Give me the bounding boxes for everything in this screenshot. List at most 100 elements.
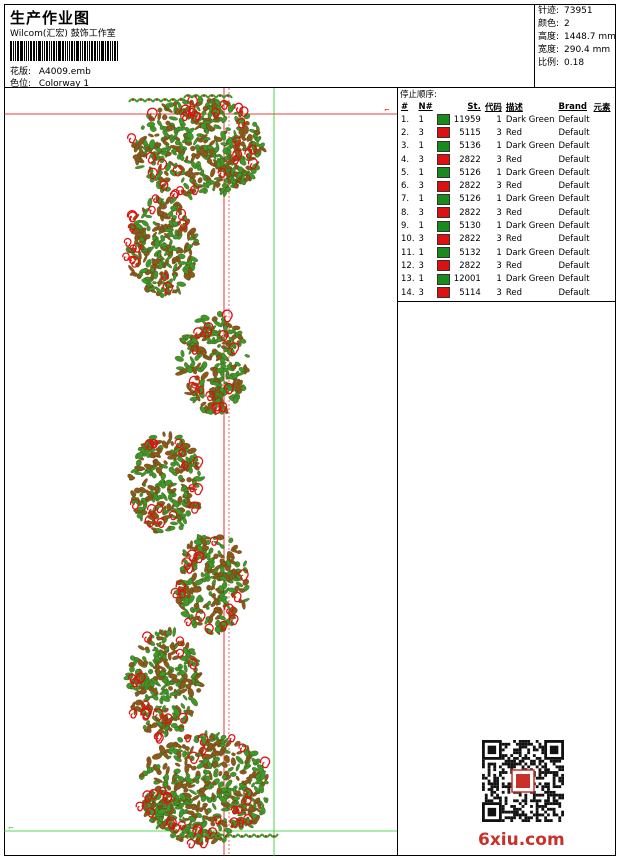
stop-row[interactable]: 4. 3 2822 3 Red Default	[399, 153, 613, 166]
lace-top-left	[128, 98, 186, 103]
row-index: 12.	[401, 260, 415, 271]
colorway-value: Colorway 1	[38, 79, 90, 89]
stop-row[interactable]: 3. 1 5136 1 Dark Green Default	[399, 140, 613, 153]
color-swatch	[436, 260, 450, 272]
color-swatch	[436, 220, 450, 232]
lace-bottom	[173, 833, 279, 838]
row-index: 9.	[401, 221, 410, 232]
col-needle: N#	[418, 101, 433, 112]
row-desc: Red	[505, 181, 522, 192]
design-value: A4009.emb	[38, 67, 91, 77]
color-swatch	[436, 247, 450, 259]
row-index: 3.	[401, 141, 410, 152]
row-element	[592, 233, 613, 246]
motif-3	[127, 431, 206, 534]
stat-colors: 颜色: 2	[538, 19, 570, 29]
col-stitches: St.	[467, 101, 481, 112]
row-brand: Default	[558, 287, 590, 298]
stop-row[interactable]: 9. 1 5130 1 Dark Green Default	[399, 219, 613, 232]
row-element	[592, 286, 613, 299]
row-brand: Default	[558, 207, 590, 218]
corner-marker-icon: ⌐	[384, 106, 390, 114]
row-code: 1	[496, 194, 502, 205]
row-swatch	[435, 140, 452, 153]
row-needle: 1	[418, 221, 424, 232]
row-index: 1.	[401, 114, 410, 125]
row-index: 8.	[401, 207, 410, 218]
color-swatch	[436, 287, 450, 298]
row-element	[592, 219, 613, 232]
row-desc: Dark Green	[505, 114, 555, 125]
row-element	[592, 113, 613, 126]
row-brand: Default	[558, 247, 590, 258]
row-stitches: 2822	[459, 207, 481, 218]
stop-row[interactable]: 11. 1 5132 1 Dark Green Default	[399, 246, 613, 259]
stop-row[interactable]: 5. 1 5126 1 Dark Green Default	[399, 166, 613, 179]
color-swatch	[436, 127, 450, 139]
row-desc: Red	[505, 234, 522, 245]
row-code: 1	[496, 141, 502, 152]
design-canvas[interactable]: ⌐ ⌐	[4, 88, 398, 856]
stop-row[interactable]: 12. 3 2822 3 Red Default	[399, 259, 613, 272]
row-stitches: 5114	[459, 287, 481, 298]
row-brand: Default	[558, 167, 590, 178]
stop-sequence-title: 停止顺序:	[400, 90, 437, 100]
motif-4	[170, 534, 250, 635]
row-stitches: 5132	[459, 247, 481, 258]
color-swatch	[436, 233, 450, 245]
header: 生产作业图 Wilcom(汇宏) 鼓饰工作室 花版: A4009.emb 色位:…	[4, 4, 616, 89]
row-stitches: 5130	[459, 221, 481, 232]
row-swatch	[435, 179, 452, 192]
row-index: 4.	[401, 154, 410, 165]
page-title: 生产作业图	[10, 9, 91, 27]
row-code: 3	[496, 260, 502, 271]
stop-row[interactable]: 2. 3 5115 3 Red Default	[399, 126, 613, 139]
row-code: 3	[496, 181, 502, 192]
row-desc: Dark Green	[505, 221, 555, 232]
row-code: 1	[496, 114, 502, 125]
row-brand: Default	[558, 260, 590, 271]
row-element	[592, 166, 613, 179]
stop-sequence-header-row: # N# St. 代码 描述 Brand 元素	[399, 100, 613, 113]
row-index: 11.	[401, 247, 415, 258]
row-desc: Dark Green	[505, 167, 555, 178]
stop-row[interactable]: 8. 3 2822 3 Red Default	[399, 206, 613, 219]
row-needle: 3	[418, 234, 424, 245]
row-needle: 3	[418, 127, 424, 138]
stop-row[interactable]: 7. 1 5126 1 Dark Green Default	[399, 193, 613, 206]
row-element	[592, 273, 613, 286]
col-brand: Brand	[558, 101, 588, 112]
row-brand: Default	[558, 114, 590, 125]
row-index: 6.	[401, 181, 410, 192]
row-swatch	[435, 273, 452, 286]
stop-row[interactable]: 10. 3 2822 3 Red Default	[399, 233, 613, 246]
col-swatch	[435, 100, 452, 113]
row-swatch	[435, 206, 452, 219]
motif-group	[122, 94, 279, 849]
color-swatch	[436, 114, 450, 126]
design-line: 花版: A4009.emb	[10, 64, 91, 77]
row-code: 1	[496, 247, 502, 258]
color-swatch	[436, 180, 450, 192]
row-element	[592, 246, 613, 259]
stat-height: 高度: 1448.7 mm	[538, 32, 616, 42]
row-brand: Default	[558, 181, 590, 192]
stop-row[interactable]: 1. 1 11959 1 Dark Green Default	[399, 113, 613, 126]
stop-row[interactable]: 6. 3 2822 3 Red Default	[399, 179, 613, 192]
watermark-site: 6xiu.com	[478, 830, 565, 850]
row-element	[592, 193, 613, 206]
row-needle: 1	[418, 247, 424, 258]
row-desc: Red	[505, 260, 522, 271]
stop-row[interactable]: 13. 1 12001 1 Dark Green Default	[399, 273, 613, 286]
row-stitches: 2822	[459, 154, 481, 165]
design-label: 花版:	[10, 67, 32, 77]
row-brand: Default	[558, 221, 590, 232]
stop-row[interactable]: 14. 3 5114 3 Red Default	[399, 286, 613, 299]
motif-2	[174, 309, 250, 416]
row-brand: Default	[558, 234, 590, 245]
row-element	[592, 206, 613, 219]
row-desc: Dark Green	[505, 141, 555, 152]
lace-top-right	[183, 94, 233, 99]
row-needle: 3	[418, 260, 424, 271]
barcode	[10, 41, 120, 61]
